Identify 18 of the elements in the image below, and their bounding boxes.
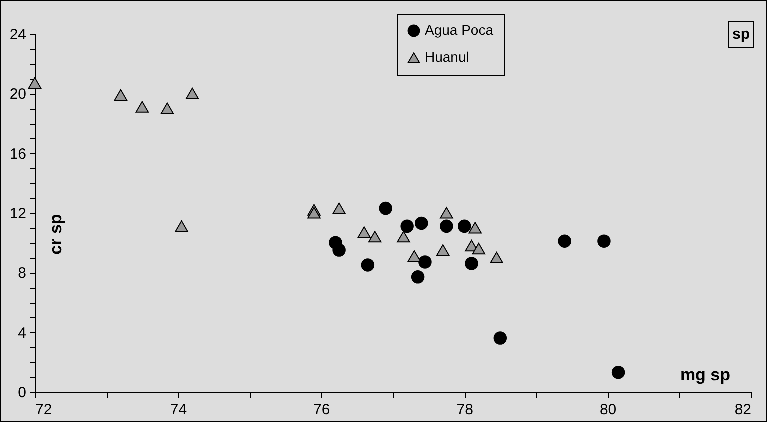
x-tick-label: 78 <box>456 402 474 418</box>
y-tick-label: 24 <box>10 26 26 44</box>
y-tick-label: 12 <box>10 206 26 222</box>
annotation: sp <box>728 21 754 48</box>
x-tick-label: 76 <box>314 402 330 418</box>
y-axis-title: cr sp <box>46 214 66 255</box>
legend-label: Agua Poca <box>425 22 494 38</box>
x-tick-label: 82 <box>734 402 752 418</box>
y-tick-label: 4 <box>18 324 26 342</box>
x-axis-title: mg sp <box>680 366 730 384</box>
y-tick-label: 16 <box>10 146 26 163</box>
legend-label: Huanul <box>425 49 470 65</box>
y-tick-label: 0 <box>18 384 26 402</box>
x-tick-label: 80 <box>600 402 617 418</box>
x-tick-label: 74 <box>170 402 188 418</box>
y-tick-label: 8 <box>18 265 26 282</box>
x-tick-label: 72 <box>36 402 52 418</box>
y-tick-label: 20 <box>10 86 26 104</box>
